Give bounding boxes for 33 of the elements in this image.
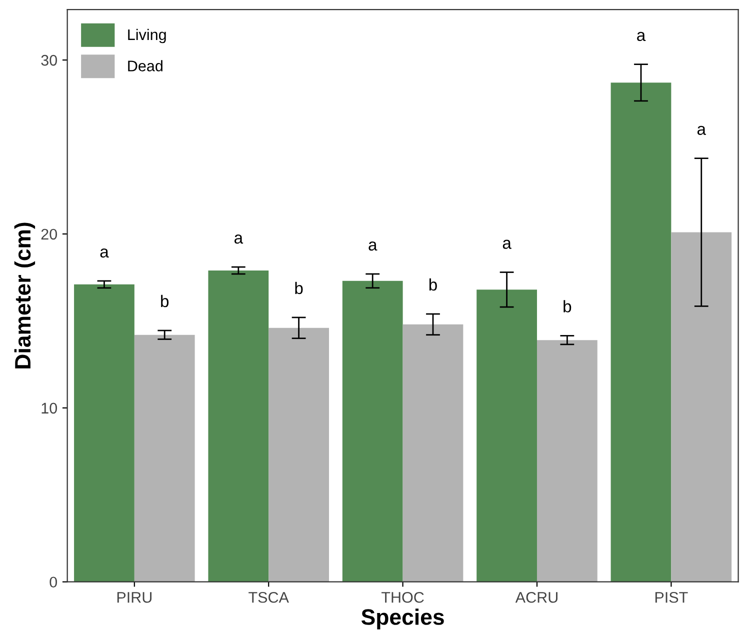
bar	[671, 232, 732, 582]
annotation: a	[234, 234, 244, 244]
bar	[268, 328, 329, 582]
bar	[134, 334, 195, 582]
annotation: b	[564, 300, 572, 312]
annotation: a	[637, 32, 646, 42]
annotation: b	[429, 278, 437, 291]
annotation: a	[502, 240, 512, 249]
x-axis-title: Species	[361, 608, 444, 630]
bar	[536, 340, 598, 582]
legend-label: Dead	[128, 60, 162, 72]
annotation: a	[100, 248, 109, 258]
annotation: a	[697, 126, 706, 135]
x-tick-label: TSCA	[248, 592, 289, 603]
bar	[610, 82, 672, 582]
bar	[342, 280, 403, 582]
y-tick-label: 10	[42, 402, 57, 414]
bar	[208, 270, 269, 582]
legend-label: Living	[128, 28, 166, 44]
x-tick-label: PIST	[655, 592, 688, 603]
y-axis-title: Diameter (cm)	[14, 222, 36, 368]
bar	[476, 290, 537, 582]
bar	[402, 324, 464, 582]
y-tick-label: 20	[41, 228, 57, 240]
x-tick-label: PIRU	[117, 592, 152, 603]
annotation: a	[368, 242, 378, 251]
y-tick-label: 0	[50, 576, 57, 588]
annotation: b	[295, 282, 303, 294]
x-tick-label: ACRU	[515, 592, 558, 603]
y-tick-label: 30	[41, 54, 57, 66]
annotation: b	[161, 294, 169, 308]
x-tick-label: THOC	[382, 592, 424, 603]
bar	[74, 284, 134, 582]
